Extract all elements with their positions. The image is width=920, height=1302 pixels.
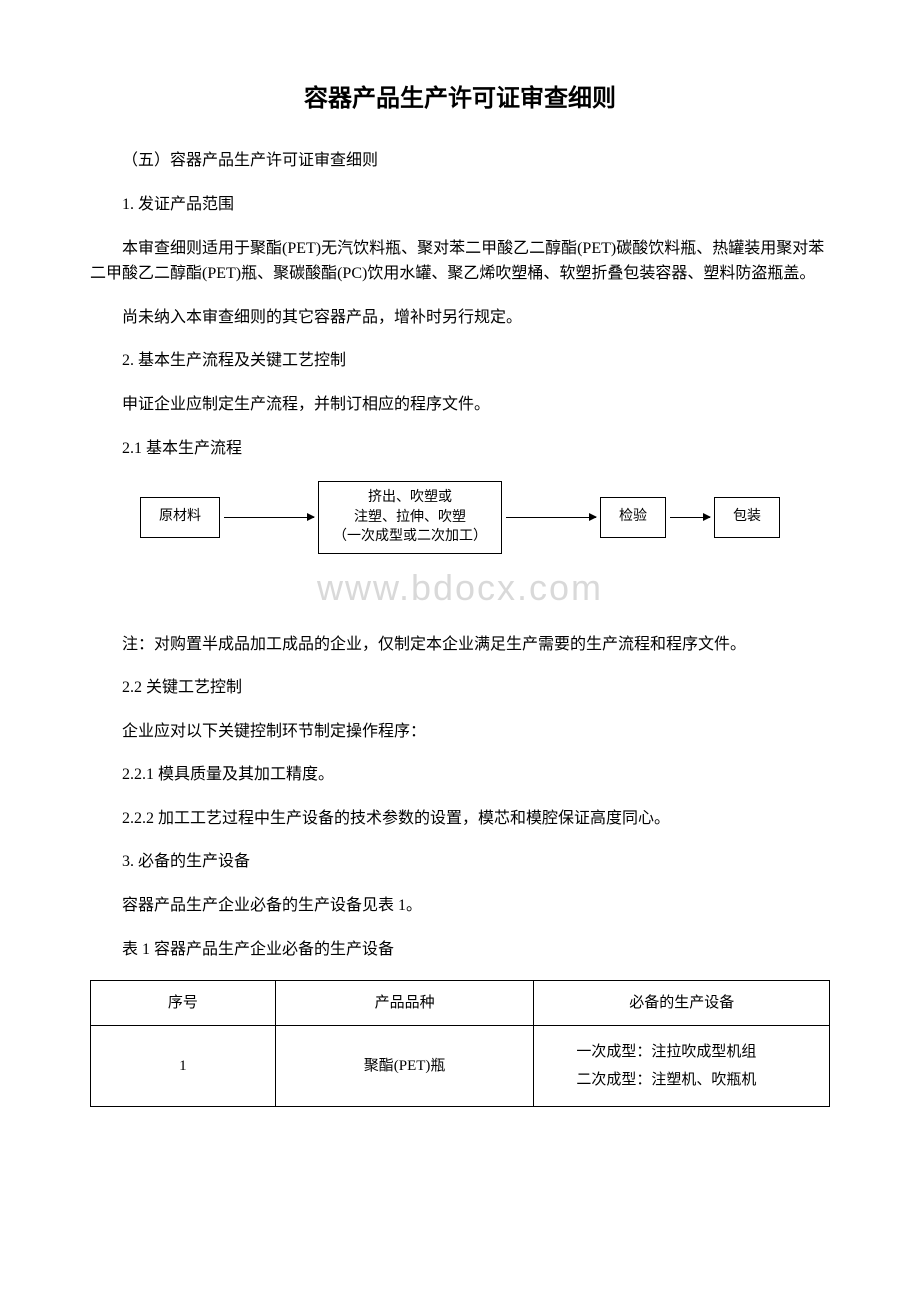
watermark-text: www.bdocx.com xyxy=(90,559,830,617)
section-1-heading: 1. 发证产品范围 xyxy=(90,192,830,218)
flow-node-processing-line2: 注塑、拉伸、吹塑 xyxy=(333,508,487,528)
table-header-seq: 序号 xyxy=(91,981,276,1026)
table-header-product: 产品品种 xyxy=(275,981,534,1026)
table-row: 1 聚酯(PET)瓶 一次成型：注拉吹成型机组 二次成型：注塑机、吹瓶机 xyxy=(91,1026,830,1107)
section-1-body: 本审查细则适用于聚酯(PET)无汽饮料瓶、聚对苯二甲酸乙二醇酯(PET)碳酸饮料… xyxy=(90,236,830,287)
arrow-icon xyxy=(224,517,314,518)
table-cell-product: 聚酯(PET)瓶 xyxy=(275,1026,534,1107)
arrow-icon xyxy=(670,517,710,518)
section-2-2-body: 企业应对以下关键控制环节制定操作程序： xyxy=(90,719,830,745)
table-header-equipment: 必备的生产设备 xyxy=(534,981,830,1026)
table-1-caption: 表 1 容器产品生产企业必备的生产设备 xyxy=(90,937,830,963)
flow-node-packaging: 包装 xyxy=(714,497,780,537)
flow-node-processing: 挤出、吹塑或 注塑、拉伸、吹塑 （一次成型或二次加工） xyxy=(318,481,502,554)
document-title: 容器产品生产许可证审查细则 xyxy=(90,80,830,118)
section-3-body: 容器产品生产企业必备的生产设备见表 1。 xyxy=(90,893,830,919)
flow-node-processing-line1: 挤出、吹塑或 xyxy=(333,488,487,508)
section-2-2-1: 2.2.1 模具质量及其加工精度。 xyxy=(90,762,830,788)
flow-node-inspection: 检验 xyxy=(600,497,666,537)
flow-node-raw-material: 原材料 xyxy=(140,497,220,537)
table-cell-seq: 1 xyxy=(91,1026,276,1107)
section-heading-5: （五）容器产品生产许可证审查细则 xyxy=(90,148,830,174)
section-3-heading: 3. 必备的生产设备 xyxy=(90,849,830,875)
table-cell-equipment: 一次成型：注拉吹成型机组 二次成型：注塑机、吹瓶机 xyxy=(534,1026,830,1107)
table-header-row: 序号 产品品种 必备的生产设备 xyxy=(91,981,830,1026)
equipment-line-1: 一次成型：注拉吹成型机组 xyxy=(546,1040,817,1064)
equipment-table: 序号 产品品种 必备的生产设备 1 聚酯(PET)瓶 一次成型：注拉吹成型机组 … xyxy=(90,980,830,1107)
arrow-icon xyxy=(506,517,596,518)
flowchart-note: 注：对购置半成品加工成品的企业，仅制定本企业满足生产需要的生产流程和程序文件。 xyxy=(90,632,830,658)
equipment-line-2: 二次成型：注塑机、吹瓶机 xyxy=(546,1068,817,1092)
section-2-2-2: 2.2.2 加工工艺过程中生产设备的技术参数的设置，模芯和模腔保证高度同心。 xyxy=(90,806,830,832)
section-2-1-heading: 2.1 基本生产流程 xyxy=(90,436,830,462)
section-2-2-heading: 2.2 关键工艺控制 xyxy=(90,675,830,701)
section-2-heading: 2. 基本生产流程及关键工艺控制 xyxy=(90,348,830,374)
section-2-body: 申证企业应制定生产流程，并制订相应的程序文件。 xyxy=(90,392,830,418)
process-flowchart: 原材料 挤出、吹塑或 注塑、拉伸、吹塑 （一次成型或二次加工） 检验 包装 xyxy=(90,481,830,554)
flow-node-processing-line3: （一次成型或二次加工） xyxy=(333,527,487,547)
section-1-note: 尚未纳入本审查细则的其它容器产品，增补时另行规定。 xyxy=(90,305,830,331)
